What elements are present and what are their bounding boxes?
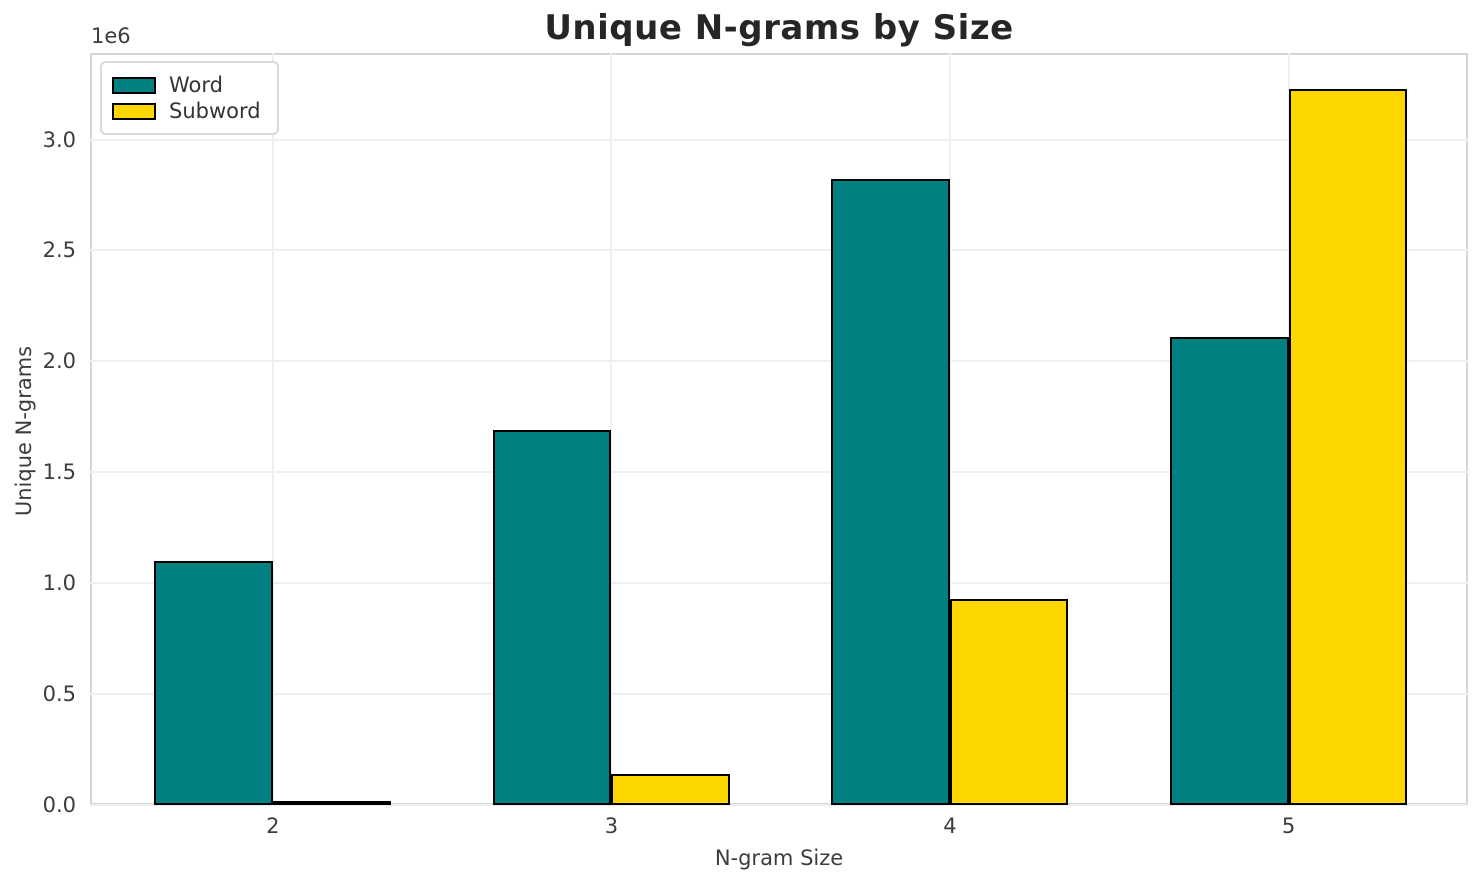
x-gridline (610, 53, 613, 805)
x-tick-label: 3 (604, 814, 619, 838)
legend-item-word: Word (112, 72, 261, 98)
y-tick-label: 3.0 (42, 127, 76, 152)
legend-swatch-subword (112, 102, 156, 120)
legend-swatch-word (112, 76, 156, 94)
legend-label-word: Word (169, 73, 223, 97)
y-gridline (90, 693, 1468, 696)
y-gridline (90, 471, 1468, 474)
legend-label-subword: Subword (169, 99, 261, 123)
bar-word-2 (154, 561, 273, 805)
y-tick-label: 1.5 (42, 460, 76, 485)
y-gridline (90, 249, 1468, 252)
x-axis-label: N-gram Size (714, 846, 844, 870)
x-gridline (948, 53, 951, 805)
bar-subword-3 (611, 773, 730, 805)
y-tick-label: 2.5 (42, 238, 76, 263)
y-gridline (90, 360, 1468, 363)
x-tick-label: 5 (1281, 814, 1296, 838)
bar-subword-2 (272, 801, 392, 805)
bar-subword-5 (1288, 88, 1408, 805)
legend-item-subword: Subword (112, 98, 261, 124)
y-tick-label: 0.5 (42, 682, 76, 707)
y-tick-label: 1.0 (42, 571, 76, 596)
y-gridline (90, 804, 1468, 806)
y-tick-label: 2.0 (42, 349, 76, 374)
y-axis-offset-label: 1e6 (91, 24, 131, 48)
y-tick-label: 0.0 (42, 793, 76, 817)
x-tick-label: 4 (943, 814, 957, 838)
legend: Word Subword (100, 61, 279, 135)
y-gridline (90, 582, 1468, 585)
chart-title: Unique N-grams by Size (544, 8, 1014, 48)
bar-word-5 (1170, 336, 1289, 805)
bar-subword-4 (949, 598, 1069, 805)
bar-word-4 (831, 179, 950, 805)
y-gridline (90, 138, 1468, 141)
x-gridline (271, 53, 274, 805)
bar-word-3 (492, 430, 612, 805)
plot-area (90, 53, 1468, 806)
x-tick-label: 2 (266, 814, 280, 838)
